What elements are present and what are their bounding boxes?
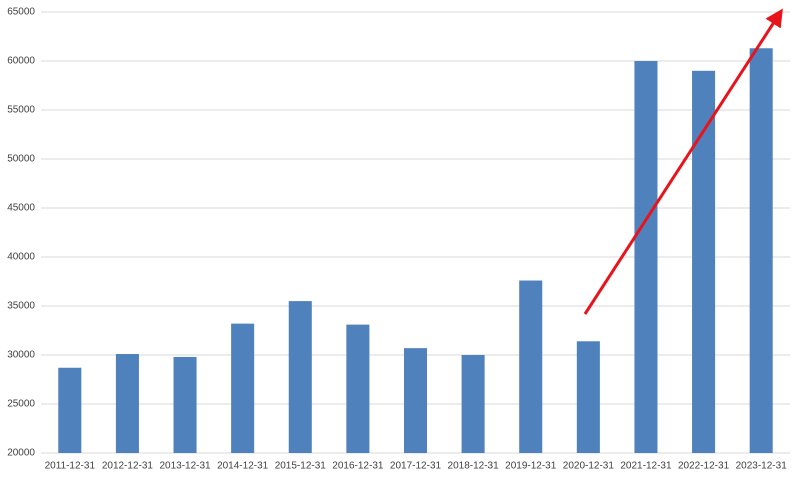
y-tick-label: 20000: [7, 448, 35, 459]
x-tick-label: 2011-12-31: [45, 461, 96, 472]
bar: [634, 61, 658, 453]
bar: [403, 348, 428, 453]
bar: [288, 301, 312, 453]
bar: [346, 324, 370, 453]
y-tick-label: 55000: [7, 105, 35, 116]
x-tick-label: 2013-12-31: [159, 461, 211, 472]
bar: [58, 367, 82, 453]
bar: [576, 341, 600, 453]
bar: [692, 70, 716, 454]
x-tick-label: 2023-12-31: [736, 461, 788, 472]
y-tick-label: 50000: [7, 154, 35, 165]
x-tick-label: 2016-12-31: [332, 461, 384, 472]
x-tick-label: 2018-12-31: [448, 461, 500, 472]
bar: [749, 48, 773, 453]
trend-arrow: [583, 8, 783, 315]
bar: [115, 354, 139, 453]
y-tick-label: 35000: [7, 301, 35, 312]
bar: [173, 356, 197, 453]
x-tick-label: 2012-12-31: [102, 461, 154, 472]
y-tick-label: 65000: [7, 7, 35, 18]
bar: [519, 280, 543, 453]
plot-area: 20000 25000 30000 35000 40000 45000 50000 55000…: [7, 7, 790, 472]
x-tick-label: 2017-12-31: [390, 461, 442, 472]
y-tick-label: 25000: [7, 399, 35, 410]
x-tick-label: 2019-12-31: [505, 461, 557, 472]
y-tick-label: 30000: [7, 350, 35, 361]
x-tick-label: 2015-12-31: [275, 461, 327, 472]
x-tick-label: 2021-12-31: [620, 461, 672, 472]
x-tick-label: 2020-12-31: [563, 461, 615, 472]
x-tick-label: 2022-12-31: [678, 461, 730, 472]
y-tick-label: 60000: [7, 56, 35, 67]
bar: [461, 355, 485, 453]
x-tick-label: 2014-12-31: [217, 461, 269, 472]
y-tick-label: 45000: [7, 203, 35, 214]
bar: [231, 323, 255, 453]
y-tick-label: 40000: [7, 252, 35, 263]
